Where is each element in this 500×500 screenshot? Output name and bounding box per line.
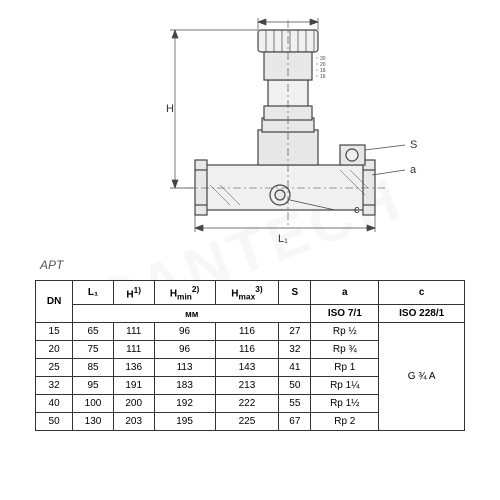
cell-hmax: 222 — [215, 395, 279, 413]
cell-h1: 191 — [113, 377, 154, 395]
col-a: a — [311, 281, 379, 305]
cell-hmin: 195 — [154, 413, 215, 431]
cell-l1: 130 — [73, 413, 114, 431]
col-hmin: Hmin2) — [154, 281, 215, 305]
cell-l1: 65 — [73, 323, 114, 341]
table-row: 15 65 111 96 116 27 Rp ½ G ¾ A — [36, 323, 465, 341]
cell-s: 67 — [279, 413, 311, 431]
col-l1: L₁ — [73, 281, 114, 305]
cell-hmin: 113 — [154, 359, 215, 377]
cell-dn: 32 — [36, 377, 73, 395]
label-h: H — [166, 103, 174, 115]
cell-a: Rp 1½ — [311, 395, 379, 413]
label-s: S — [410, 139, 417, 151]
cell-hmin: 96 — [154, 323, 215, 341]
cell-hmax: 225 — [215, 413, 279, 431]
technical-diagram: 30 20 18 16 H L₁ S a c — [140, 10, 460, 250]
cell-h1: 200 — [113, 395, 154, 413]
col-c: c — [379, 281, 465, 305]
cell-l1: 100 — [73, 395, 114, 413]
cell-s: 41 — [279, 359, 311, 377]
cell-s: 50 — [279, 377, 311, 395]
col-hmax: Hmax3) — [215, 281, 279, 305]
cell-hmax: 143 — [215, 359, 279, 377]
iso71-header: ISO 7/1 — [311, 305, 379, 323]
cell-dn: 40 — [36, 395, 73, 413]
cell-dn: 25 — [36, 359, 73, 377]
cell-a: Rp 2 — [311, 413, 379, 431]
cell-s: 55 — [279, 395, 311, 413]
cell-l1: 95 — [73, 377, 114, 395]
cell-h1: 136 — [113, 359, 154, 377]
cell-a: Rp ¾ — [311, 341, 379, 359]
cell-a: Rp ½ — [311, 323, 379, 341]
cell-h1: 203 — [113, 413, 154, 431]
cell-hmin: 96 — [154, 341, 215, 359]
label-a: a — [410, 164, 417, 176]
cell-a: Rp 1¼ — [311, 377, 379, 395]
dimensions-table: DN L₁ H1) Hmin2) Hmax3) S a c мм ISO 7/1… — [35, 280, 465, 431]
label-l1: L₁ — [278, 233, 288, 245]
product-title: APT — [40, 258, 63, 272]
scale-16: 16 — [320, 74, 326, 80]
cell-hmin: 192 — [154, 395, 215, 413]
cell-a: Rp 1 — [311, 359, 379, 377]
cell-c: G ¾ A — [379, 323, 465, 431]
mm-header: мм — [73, 305, 311, 323]
cell-h1: 111 — [113, 341, 154, 359]
cell-s: 32 — [279, 341, 311, 359]
cell-l1: 85 — [73, 359, 114, 377]
label-c: c — [354, 204, 360, 216]
cell-s: 27 — [279, 323, 311, 341]
table-header-row-2: мм ISO 7/1 ISO 228/1 — [36, 305, 465, 323]
cell-hmax: 116 — [215, 341, 279, 359]
table-header-row-1: DN L₁ H1) Hmin2) Hmax3) S a c — [36, 281, 465, 305]
cell-l1: 75 — [73, 341, 114, 359]
col-s: S — [279, 281, 311, 305]
cell-dn: 15 — [36, 323, 73, 341]
cell-hmin: 183 — [154, 377, 215, 395]
cell-hmax: 116 — [215, 323, 279, 341]
cell-dn: 20 — [36, 341, 73, 359]
cell-h1: 111 — [113, 323, 154, 341]
col-dn: DN — [36, 281, 73, 323]
valve-drawing: 30 20 18 16 H L₁ S a c — [140, 10, 460, 250]
cell-dn: 50 — [36, 413, 73, 431]
col-h1: H1) — [113, 281, 154, 305]
iso228-header: ISO 228/1 — [379, 305, 465, 323]
cell-hmax: 213 — [215, 377, 279, 395]
